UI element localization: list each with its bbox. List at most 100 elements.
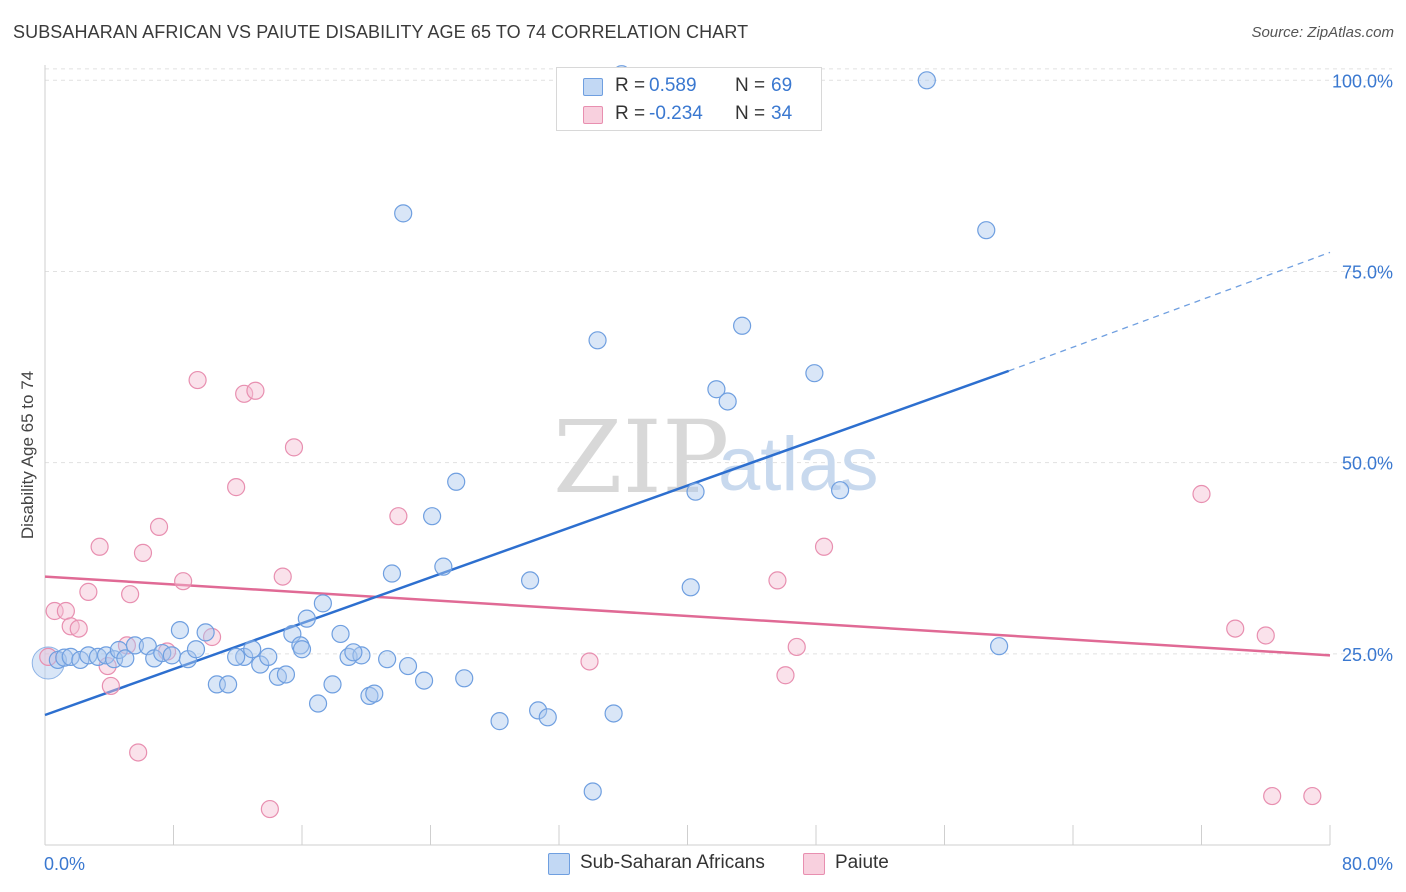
- data-point-paiute: [284, 438, 304, 457]
- data-point-paiute: [1256, 626, 1275, 645]
- legend-n-value: 34: [771, 103, 793, 124]
- data-point-subsaharan: [227, 647, 246, 666]
- data-point-subsaharan: [162, 646, 181, 665]
- data-point-subsaharan: [323, 675, 342, 694]
- data-point-subsaharan: [170, 621, 190, 640]
- data-point-subsaharan: [243, 640, 262, 659]
- data-point-paiute: [1303, 786, 1322, 806]
- legend-r-label: R =: [615, 103, 646, 124]
- data-point-paiute: [133, 543, 153, 562]
- data-point-paiute: [814, 537, 834, 556]
- data-point-paiute: [389, 507, 408, 526]
- data-point-paiute: [202, 627, 222, 647]
- legend-swatch-blue: [548, 853, 570, 875]
- legend-r-value: -0.234: [649, 103, 703, 124]
- data-point-subsaharan: [990, 637, 1009, 656]
- legend-row-subsaharan: R = 0.589 N = 69: [557, 72, 821, 100]
- data-point-subsaharan: [344, 643, 363, 662]
- trend-line-subsaharan-extension: [1008, 251, 1331, 372]
- data-point-subsaharan: [360, 686, 379, 705]
- watermark-zip: ZIP: [553, 399, 729, 516]
- x-tick-label-max: 80.0%: [1342, 854, 1393, 874]
- data-point-subsaharan: [382, 564, 402, 583]
- data-point-paiute: [787, 637, 806, 657]
- data-point-subsaharan: [365, 684, 384, 703]
- tick-labels: 25.0% 50.0% 75.0% 100.0% 0.0% 80.0%: [44, 71, 1393, 874]
- data-point-paiute: [776, 666, 795, 685]
- legend-swatch-pink: [583, 106, 603, 124]
- data-point-paiute: [1226, 619, 1245, 638]
- trend-line-subsaharan: [44, 369, 1010, 717]
- data-point-subsaharan: [455, 669, 474, 688]
- data-point-subsaharan: [292, 640, 312, 659]
- legend-r-label: R =: [615, 75, 646, 96]
- grid-lines: [45, 68, 1392, 655]
- data-point-subsaharan: [331, 624, 350, 644]
- data-point-subsaharan: [681, 578, 700, 597]
- trend-lines: [44, 251, 1331, 717]
- correlation-legend: R = 0.589 N = 69 R = -0.234 N = 34: [556, 67, 822, 131]
- legend-n-value: 69: [771, 75, 793, 96]
- data-point-subsaharan: [398, 656, 418, 676]
- legend-swatch-blue: [583, 78, 603, 96]
- data-points: [31, 65, 1322, 819]
- data-point-subsaharan: [186, 640, 206, 659]
- data-point-subsaharan: [434, 557, 453, 576]
- y-tick-label: 100.0%: [1332, 71, 1393, 91]
- data-point-paiute: [79, 582, 98, 601]
- legend-n-label: N =: [735, 103, 766, 124]
- data-point-subsaharan: [125, 636, 145, 655]
- legend-n-label: N =: [735, 75, 766, 96]
- source-label: Source: ZipAtlas.com: [1251, 24, 1394, 41]
- data-point-paiute: [1263, 786, 1282, 806]
- data-point-paiute: [129, 743, 148, 762]
- data-point-paiute: [260, 799, 279, 819]
- data-point-subsaharan: [55, 648, 74, 667]
- data-point-subsaharan: [423, 507, 442, 526]
- data-point-paiute: [90, 537, 109, 556]
- data-point-subsaharan: [308, 694, 328, 713]
- data-point-paiute: [149, 517, 169, 536]
- data-point-subsaharan: [297, 609, 316, 628]
- data-point-subsaharan: [394, 204, 413, 223]
- data-point-subsaharan: [707, 380, 726, 399]
- data-point-subsaharan: [733, 316, 752, 335]
- data-point-paiute: [227, 478, 246, 497]
- legend-swatch-pink: [803, 853, 825, 875]
- data-point-subsaharan: [604, 704, 623, 723]
- data-point-subsaharan: [529, 701, 548, 720]
- data-point-subsaharan: [490, 712, 509, 731]
- data-point-subsaharan: [116, 649, 135, 668]
- trend-line-paiute: [44, 575, 1331, 657]
- data-point-paiute: [121, 585, 140, 604]
- data-point-paiute: [246, 381, 265, 400]
- data-point-subsaharan: [830, 481, 850, 500]
- legend-label-subsaharan: Sub-Saharan Africans: [580, 852, 765, 873]
- data-point-subsaharan: [259, 647, 278, 666]
- data-point-subsaharan: [414, 671, 434, 690]
- watermark-atlas: atlas: [718, 422, 879, 507]
- data-point-paiute: [69, 619, 88, 638]
- data-point-subsaharan: [196, 623, 215, 642]
- data-point-subsaharan: [538, 708, 557, 727]
- data-point-paiute: [1192, 484, 1211, 504]
- data-point-subsaharan: [686, 482, 705, 501]
- data-point-subsaharan: [588, 331, 607, 350]
- y-tick-label: 75.0%: [1342, 262, 1393, 282]
- legend-row-paiute: R = -0.234 N = 34: [557, 100, 821, 128]
- data-point-subsaharan: [917, 71, 936, 90]
- data-point-paiute: [188, 370, 207, 390]
- data-point-subsaharan: [313, 594, 332, 613]
- data-point-subsaharan: [583, 782, 602, 801]
- data-point-subsaharan: [718, 392, 737, 411]
- chart-title: SUBSAHARAN AFRICAN VS PAIUTE DISABILITY …: [13, 22, 749, 42]
- y-tick-label: 25.0%: [1342, 645, 1393, 665]
- data-point-subsaharan: [219, 675, 238, 694]
- y-tick-label: 50.0%: [1342, 454, 1393, 474]
- legend-r-value: 0.589: [649, 75, 697, 96]
- data-point-paiute: [768, 571, 787, 590]
- data-point-subsaharan: [805, 364, 824, 383]
- x-tick-label-min: 0.0%: [44, 854, 85, 874]
- data-point-subsaharan: [276, 665, 296, 684]
